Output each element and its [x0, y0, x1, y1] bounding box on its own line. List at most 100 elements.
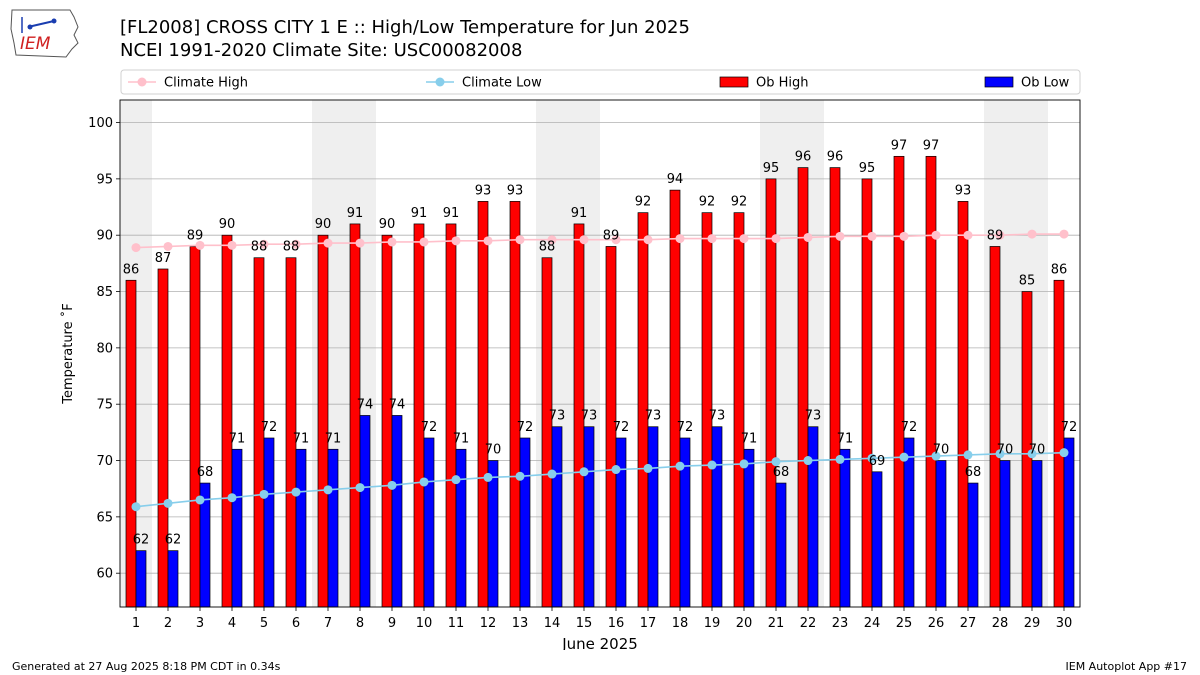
ob-low-label-26: 70 — [933, 443, 950, 458]
ob-low-bar-22 — [807, 426, 819, 608]
ob-high-label-6: 88 — [283, 240, 300, 255]
climate-low-point-25 — [899, 452, 909, 462]
climate-high-point-3 — [195, 240, 205, 250]
ob-low-bar-16 — [615, 437, 627, 608]
climate-low-point-22 — [803, 456, 813, 466]
climate-high-point-14 — [547, 235, 557, 245]
line-series — [131, 229, 1069, 512]
x-tick-label-19: 19 — [704, 616, 721, 631]
climate-high-point-21 — [771, 234, 781, 244]
climate-low-point-26 — [931, 451, 941, 461]
climate-low-point-20 — [739, 459, 749, 469]
y-tick-label-95: 95 — [96, 172, 113, 187]
climate-low-point-7 — [323, 485, 333, 495]
ob-low-bar-30 — [1063, 437, 1075, 608]
climate-low-point-3 — [195, 495, 205, 505]
ob-high-label-30: 86 — [1051, 262, 1068, 277]
y-tick-label-60: 60 — [96, 567, 113, 582]
x-tick-label-29: 29 — [1024, 616, 1041, 631]
climate-high-point-10 — [419, 237, 429, 247]
x-tick-label-4: 4 — [228, 616, 236, 631]
ob-high-bar-24 — [861, 178, 873, 608]
chart-subtitle: NCEI 1991-2020 Climate Site: USC00082008 — [120, 40, 523, 61]
ob-high-bar-20 — [733, 212, 745, 608]
ob-high-bar-27 — [957, 201, 969, 608]
climate-low-point-18 — [675, 461, 685, 471]
legend-ob-low-label: Ob Low — [1021, 76, 1070, 91]
climate-high-line — [135, 233, 1064, 249]
climate-high-point-26 — [931, 230, 941, 240]
climate-low-point-13 — [515, 471, 525, 481]
climate-low-point-4 — [227, 493, 237, 503]
ob-high-label-4: 90 — [219, 217, 236, 232]
ob-low-bar-6 — [295, 448, 307, 608]
ob-high-bar-13 — [509, 201, 521, 608]
x-tick-label-7: 7 — [324, 616, 332, 631]
ob-low-label-14: 73 — [549, 409, 566, 424]
climate-high-point-5 — [259, 239, 269, 249]
ob-high-label-2: 87 — [155, 251, 172, 266]
ob-low-bar-27 — [967, 482, 979, 608]
legend-box — [120, 69, 1081, 95]
x-tick-label-21: 21 — [768, 616, 785, 631]
climate-high-point-9 — [387, 237, 397, 247]
ob-high-bar-1 — [125, 279, 137, 608]
climate-high-point-6 — [291, 239, 301, 249]
climate-high-point-22 — [803, 232, 813, 242]
ob-high-bar-3 — [189, 246, 201, 608]
climate-high-point-13 — [515, 235, 525, 245]
climate-low-line — [135, 451, 1065, 508]
x-tick-label-26: 26 — [928, 616, 945, 631]
svg-text:IEM: IEM — [20, 34, 51, 54]
app-credit: IEM Autoplot App #17 — [1065, 660, 1188, 673]
ob-high-label-23: 96 — [827, 150, 844, 165]
ob-low-bar-20 — [743, 448, 755, 608]
ob-high-bar-4 — [221, 234, 233, 608]
x-tick-label-11: 11 — [448, 616, 465, 631]
ob-high-label-24: 95 — [859, 161, 876, 176]
ob-low-bar-24 — [871, 471, 883, 608]
climate-low-point-2 — [163, 498, 173, 508]
ob-low-bar-15 — [583, 426, 595, 608]
generated-timestamp: Generated at 27 Aug 2025 8:18 PM CDT in … — [12, 660, 281, 673]
climate-low-point-23 — [835, 454, 845, 464]
ob-high-label-28: 89 — [987, 228, 1004, 243]
climate-high-point-28 — [995, 230, 1005, 240]
ob-low-label-29: 70 — [1029, 443, 1046, 458]
ob-low-label-4: 71 — [229, 431, 246, 446]
ob-high-bar-21 — [765, 178, 777, 608]
climate-high-point-30 — [1059, 229, 1069, 239]
x-tick-label-5: 5 — [260, 616, 268, 631]
climate-low-point-6 — [291, 487, 301, 497]
climate-low-point-14 — [547, 469, 557, 479]
ob-high-label-10: 91 — [411, 206, 428, 221]
x-axis-label: June 2025 — [561, 635, 638, 650]
ob-low-label-1: 62 — [133, 533, 150, 548]
x-tick-label-10: 10 — [416, 616, 433, 631]
climate-high-point-17 — [643, 235, 653, 245]
ob-low-label-22: 73 — [805, 409, 822, 424]
ob-high-label-12: 93 — [475, 183, 492, 198]
ob-low-label-3: 68 — [197, 465, 214, 480]
ob-high-label-21: 95 — [763, 161, 780, 176]
ob-low-bar-28 — [999, 460, 1011, 608]
ob-low-bar-17 — [647, 426, 659, 608]
climate-low-point-11 — [451, 475, 461, 485]
ob-high-bar-12 — [477, 201, 489, 608]
climate-high-point-8 — [355, 238, 365, 248]
ob-low-label-8: 74 — [357, 397, 374, 412]
ob-high-label-7: 90 — [315, 217, 332, 232]
climate-low-point-29 — [1027, 449, 1037, 459]
ob-low-label-2: 62 — [165, 533, 182, 548]
legend-climate-low-swatch-marker — [435, 77, 445, 87]
ob-low-label-12: 70 — [485, 443, 502, 458]
ob-high-label-3: 89 — [187, 228, 204, 243]
ob-high-bar-7 — [317, 234, 329, 608]
x-tick-label-25: 25 — [896, 616, 913, 631]
ob-low-label-27: 68 — [965, 465, 982, 480]
ob-low-label-13: 72 — [517, 420, 534, 435]
x-tick-label-16: 16 — [608, 616, 625, 631]
x-tick-label-23: 23 — [832, 616, 849, 631]
x-tick-label-13: 13 — [512, 616, 529, 631]
